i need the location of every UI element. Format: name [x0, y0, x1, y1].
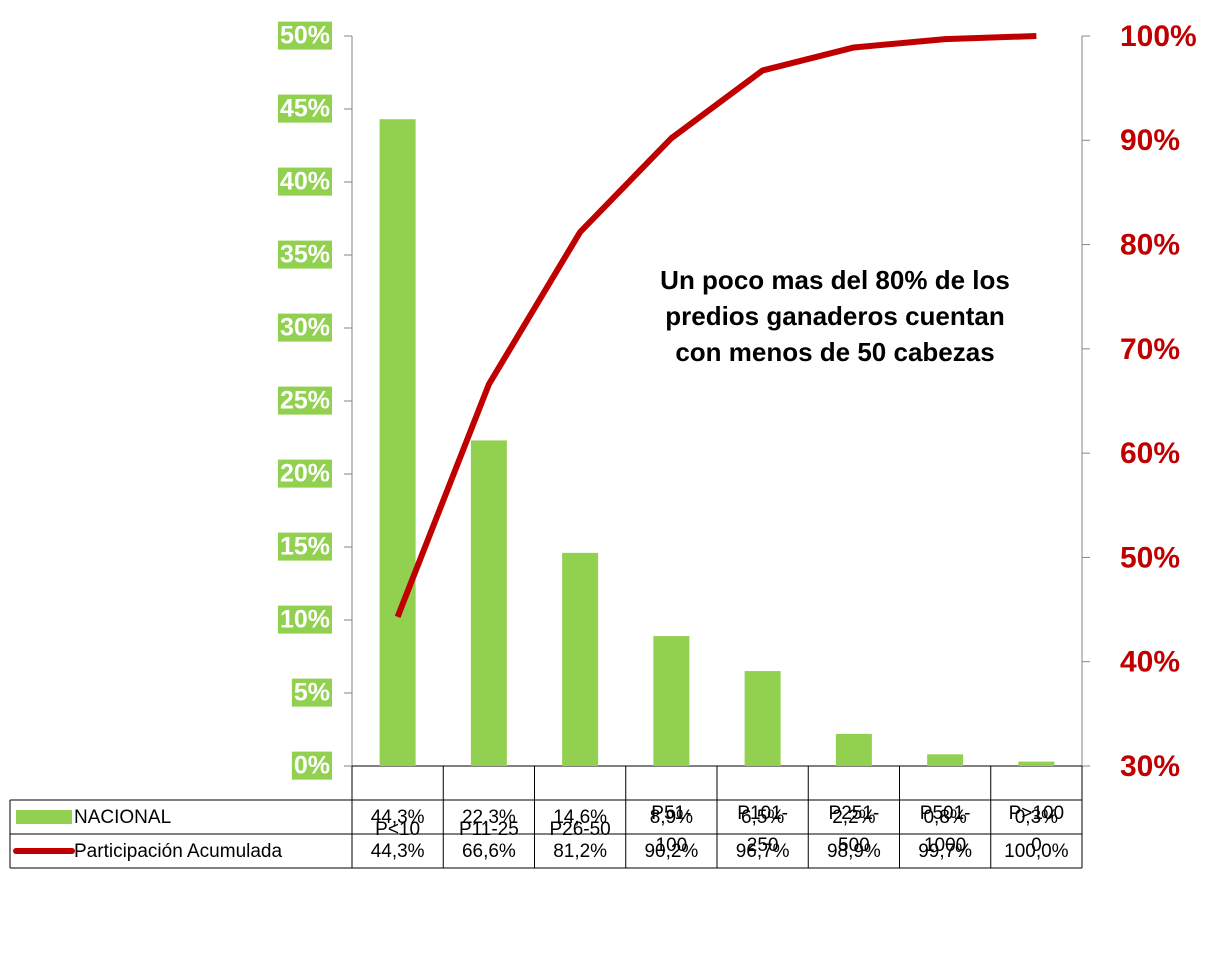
x-tick-label: P501-1000 [919, 803, 971, 856]
y-tick-label-bg [277, 167, 332, 196]
y-tick-label: 30% [280, 314, 330, 342]
data-table-value: 98,9% [827, 841, 881, 862]
line [394, 33, 1037, 618]
data-table-value: 66,6% [462, 841, 516, 862]
data-table-value: 2,2% [832, 807, 875, 828]
y-tick-label: 5% [294, 679, 330, 707]
y-tick-label: 45% [280, 95, 330, 123]
y-tick-label: 15% [280, 533, 330, 561]
data-table-value: 100,0% [1004, 841, 1069, 862]
x-tick-label: P251-500 [828, 803, 880, 856]
bar [470, 440, 507, 766]
y-tick-label-bg [291, 678, 332, 707]
bar [927, 754, 964, 766]
y2-tick-label: 40% [1120, 646, 1180, 679]
y-tick-label-bg [291, 751, 332, 780]
legend-label: Participación Acumulada [74, 841, 282, 862]
x-tick-label: P11-25 [458, 819, 519, 840]
x-tick-label: P>1000 [1008, 803, 1065, 856]
x-tick-label: P101-250 [737, 803, 788, 856]
data-table-value: 90,2% [644, 841, 698, 862]
y-tick-label-bg [277, 94, 332, 123]
y-tick-label: 20% [280, 460, 330, 488]
y-tick-label: 0% [294, 752, 330, 780]
y2-tick-label: 80% [1120, 228, 1180, 261]
y-tick-label: 35% [280, 241, 330, 269]
data-table-value: 14,6% [553, 807, 607, 828]
y-tick-label: 50% [280, 22, 330, 50]
y2-tick-label: 70% [1120, 333, 1180, 366]
data-table-value: 8,9% [650, 807, 693, 828]
data-table-value: 99,7% [918, 841, 972, 862]
data-table-value: 0,3% [1015, 807, 1058, 828]
y2-tick-label: 60% [1120, 437, 1180, 470]
annotation: Un poco mas del 80% de los predios ganad… [660, 265, 1010, 367]
bar [562, 552, 599, 766]
y2-tick-label: 50% [1120, 541, 1180, 574]
y-tick-label-bg [277, 459, 332, 488]
data-table-value: 22,3% [462, 807, 516, 828]
legend-label: NACIONAL [74, 807, 171, 828]
bar [744, 671, 781, 766]
x-tick-label: P51-100 [651, 803, 692, 856]
y-tick-label-bg [277, 240, 332, 269]
y-tick-label: 40% [280, 168, 330, 196]
legend-swatch [16, 810, 72, 824]
y-tick-label-bg [277, 313, 332, 342]
y-tick-label-bg [277, 21, 332, 50]
y-tick-label-bg [277, 605, 332, 634]
bar [1018, 761, 1055, 766]
bar [835, 733, 872, 766]
y2-tick-label: 30% [1120, 750, 1180, 783]
x-tick-label: P26-50 [549, 819, 611, 840]
x-tick-label: P<10 [375, 819, 421, 840]
y-tick-label: 25% [280, 387, 330, 415]
data-table-value: 44,3% [371, 841, 425, 862]
data-table-value: 44,3% [371, 807, 425, 828]
y-tick-label-bg [277, 386, 332, 415]
y-tick-label: 10% [280, 606, 330, 634]
data-table-value: 81,2% [553, 841, 607, 862]
y2-tick-label: 90% [1120, 124, 1180, 157]
bar [653, 636, 690, 766]
y2-tick-label: 100% [1120, 20, 1197, 53]
data-table-value: 0,8% [923, 807, 966, 828]
y-tick-label-bg [277, 532, 332, 561]
bar [379, 119, 416, 767]
data-table-value: 96,7% [736, 841, 790, 862]
data-table-value: 6,5% [741, 807, 784, 828]
